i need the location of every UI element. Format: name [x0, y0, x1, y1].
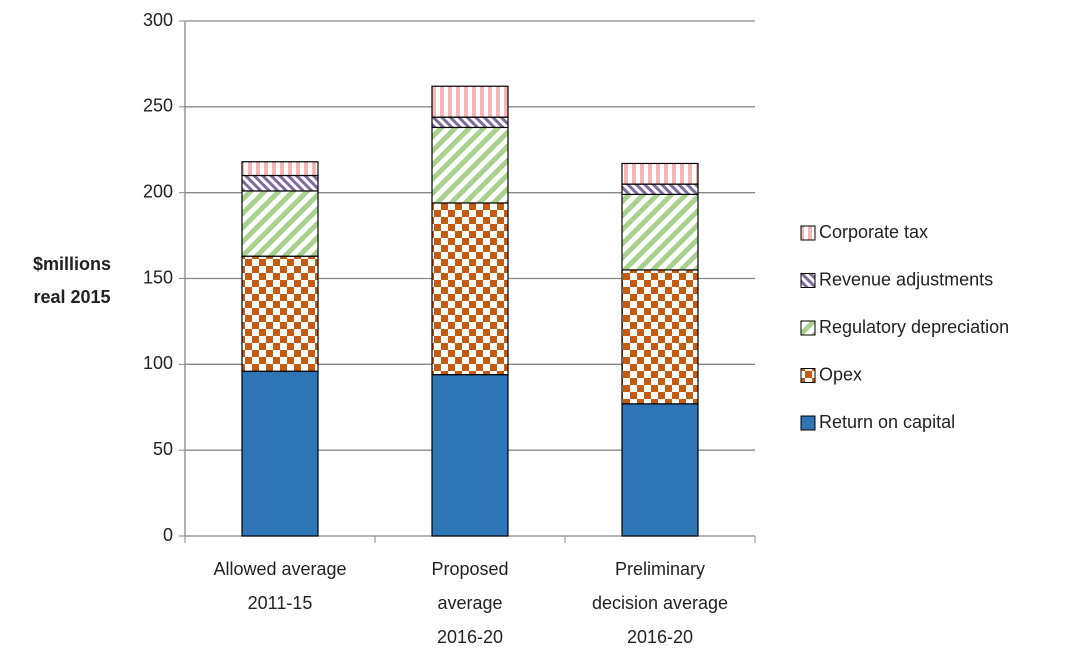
bar-segment: [621, 183, 699, 195]
bar-segment: [431, 202, 509, 376]
y-axis-label: $millions: [33, 254, 111, 274]
x-tick-label: average: [437, 593, 502, 613]
x-tick-label: Preliminary: [615, 559, 705, 579]
legend-swatch: [800, 320, 816, 336]
y-tick-label: 200: [143, 181, 173, 201]
legend-label: Revenue adjustments: [819, 269, 993, 289]
bar-segment: [241, 161, 319, 177]
bar-segment: [621, 403, 699, 537]
legend-swatch: [800, 368, 816, 383]
y-tick-label: 50: [153, 439, 173, 459]
bar-segment: [241, 370, 319, 537]
y-tick-label: 300: [143, 10, 173, 30]
y-tick-label: 100: [143, 353, 173, 373]
legend-swatch: [800, 415, 816, 431]
x-tick-label: 2016-20: [627, 627, 693, 645]
bar-segment: [431, 374, 509, 537]
legend-label: Opex: [819, 364, 862, 384]
legend-label: Corporate tax: [819, 222, 928, 242]
bar-segment: [621, 193, 699, 271]
bar-segment: [241, 174, 319, 192]
x-tick-label: Allowed average: [213, 559, 346, 579]
bar-segment: [621, 269, 699, 405]
bar-segment: [621, 162, 699, 185]
x-tick-label: Proposed: [431, 559, 508, 579]
legend-swatch: [800, 273, 816, 288]
bar-segment: [431, 116, 509, 129]
y-tick-label: 250: [143, 96, 173, 116]
y-axis-label: real 2015: [33, 287, 110, 307]
legend-swatch: [800, 225, 816, 241]
bar-segment: [431, 126, 509, 204]
bar-segment: [241, 190, 319, 257]
legend-label: Return on capital: [819, 412, 955, 432]
bar-segment: [431, 85, 509, 118]
y-tick-label: 0: [163, 525, 173, 545]
legend-label: Regulatory depreciation: [819, 317, 1009, 337]
x-tick-label: decision average: [592, 593, 728, 613]
x-tick-label: 2016-20: [437, 627, 503, 645]
x-tick-label: 2011-15: [248, 593, 313, 613]
bar-segment: [241, 255, 319, 372]
y-tick-label: 150: [143, 267, 173, 287]
